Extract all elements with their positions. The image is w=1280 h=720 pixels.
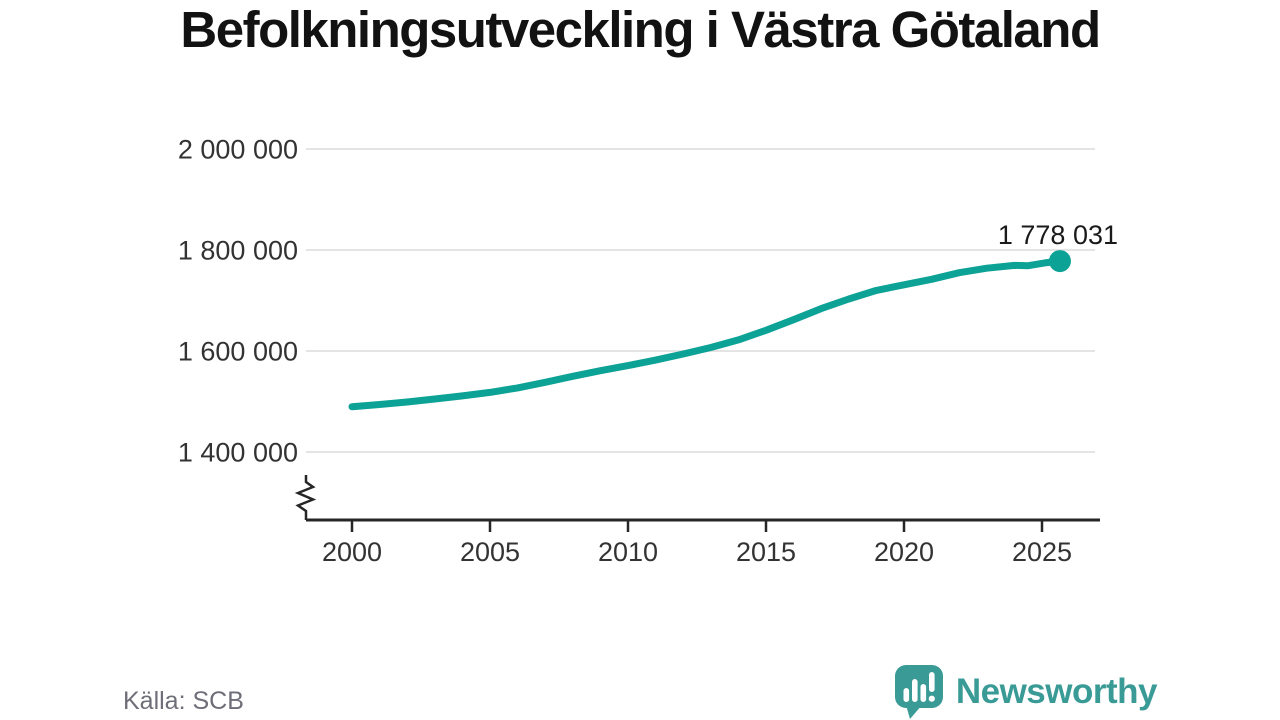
x-axis-tick-label: 2015	[736, 537, 796, 567]
y-axis-tick-label: 1 800 000	[178, 236, 298, 266]
source-label: Källa: SCB	[123, 687, 244, 715]
x-axis-tick-label: 2005	[460, 537, 520, 567]
x-axis-tick-label: 2010	[598, 537, 658, 567]
x-axis-tick-label: 2000	[322, 537, 382, 567]
y-axis-tick-label: 1 600 000	[178, 337, 298, 367]
latest-value-dot	[1048, 250, 1071, 273]
population-series-line	[348, 257, 1064, 411]
y-axis-tick-label: 2 000 000	[178, 135, 298, 165]
newsworthy-logo: Newsworthy	[892, 663, 1158, 719]
newsworthy-bubble-chart-icon	[894, 665, 943, 719]
chart-title: Befolkningsutveckling i Västra Götaland	[180, 1, 1101, 58]
latest-value-label: 1 778 031	[998, 220, 1118, 250]
y-axis-tick-label: 1 400 000	[178, 438, 298, 468]
newsworthy-wordmark: Newsworthy	[955, 671, 1158, 711]
x-axis-tick-label: 2025	[1012, 537, 1072, 567]
x-axis-tick-label: 2020	[874, 537, 934, 567]
y-axis-break-icon	[294, 475, 317, 520]
